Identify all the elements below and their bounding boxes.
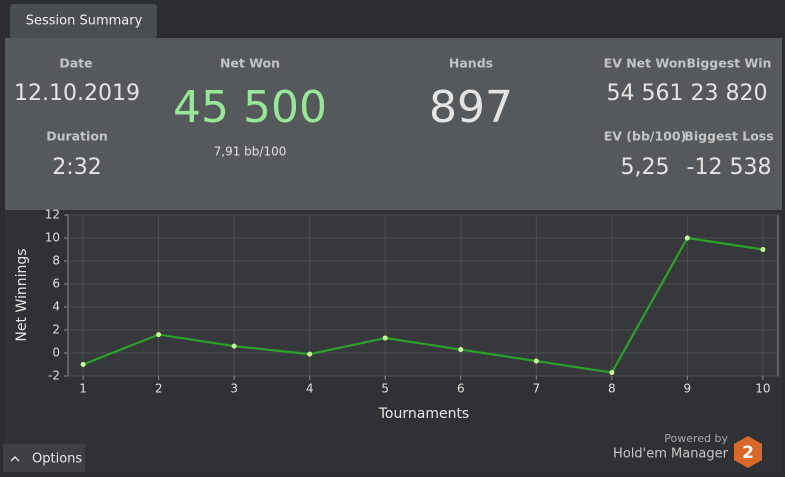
y-tick-label: 4: [52, 300, 60, 314]
data-point: [80, 362, 86, 367]
stat-sub: 7,91 bb/100: [214, 145, 287, 159]
stat-label: Date: [59, 56, 92, 71]
stat-value: 5,25: [621, 155, 670, 180]
x-tick-label: 8: [608, 382, 616, 396]
stat-value: 2:32: [52, 155, 101, 180]
brand: Hold'em Manager: [613, 447, 729, 462]
options-label[interactable]: Options: [32, 452, 82, 467]
x-tick-label: 2: [155, 382, 163, 396]
stat-value: 23 820: [691, 81, 768, 106]
stat-value: 54 561: [607, 81, 684, 106]
data-point: [533, 358, 539, 364]
series-line: [82, 236, 764, 374]
stat-label: EV Net Won: [604, 56, 687, 71]
data-point: [609, 370, 615, 376]
data-point: [760, 247, 766, 252]
powered-by: Powered by: [664, 432, 728, 445]
data-point: [156, 332, 162, 338]
x-tick-label: 10: [755, 382, 770, 396]
x-tick-label: 9: [684, 382, 692, 396]
y-tick-label: 6: [52, 277, 60, 291]
data-point: [231, 343, 237, 349]
y-tick-label: 8: [52, 254, 60, 268]
stat-label: Duration: [46, 129, 108, 144]
logo-text: 2: [742, 443, 754, 463]
stat-value: 45 500: [173, 82, 327, 133]
stat-value: 897: [429, 82, 513, 133]
stat-value: 12.10.2019: [14, 81, 140, 106]
y-tick-label: 2: [52, 323, 60, 337]
data-point: [382, 335, 388, 341]
x-tick-label: 3: [230, 382, 238, 396]
y-tick-label: 0: [52, 346, 60, 360]
tab[interactable]: [10, 4, 157, 38]
data-point: [684, 235, 690, 241]
summary-panel: [5, 38, 782, 210]
y-tick-label: -2: [48, 369, 60, 383]
stat-label: EV (bb/100): [604, 129, 687, 144]
stat-label: Biggest Win: [687, 56, 772, 71]
x-tick-label: 5: [381, 382, 389, 396]
tab-label[interactable]: Session Summary: [26, 14, 143, 29]
y-axis-label: Net Winnings: [14, 248, 30, 341]
y-tick-label: 10: [45, 231, 60, 245]
data-point: [458, 347, 464, 353]
plot-area: [67, 214, 779, 377]
logo: [734, 436, 762, 468]
data-point: [307, 351, 313, 357]
x-tick-label: 4: [306, 382, 314, 396]
stat-label: Hands: [449, 56, 493, 71]
caret[interactable]: [10, 455, 20, 462]
x-tick-label: 1: [79, 382, 87, 396]
stat-label: Net Won: [220, 56, 280, 71]
stat-label: Biggest Loss: [684, 129, 773, 144]
x-axis-label: Tournaments: [378, 406, 469, 422]
stat-value: -12 538: [687, 155, 772, 180]
x-tick-label: 7: [532, 382, 540, 396]
x-tick-label: 6: [457, 382, 465, 396]
y-tick-label: 12: [45, 208, 60, 222]
